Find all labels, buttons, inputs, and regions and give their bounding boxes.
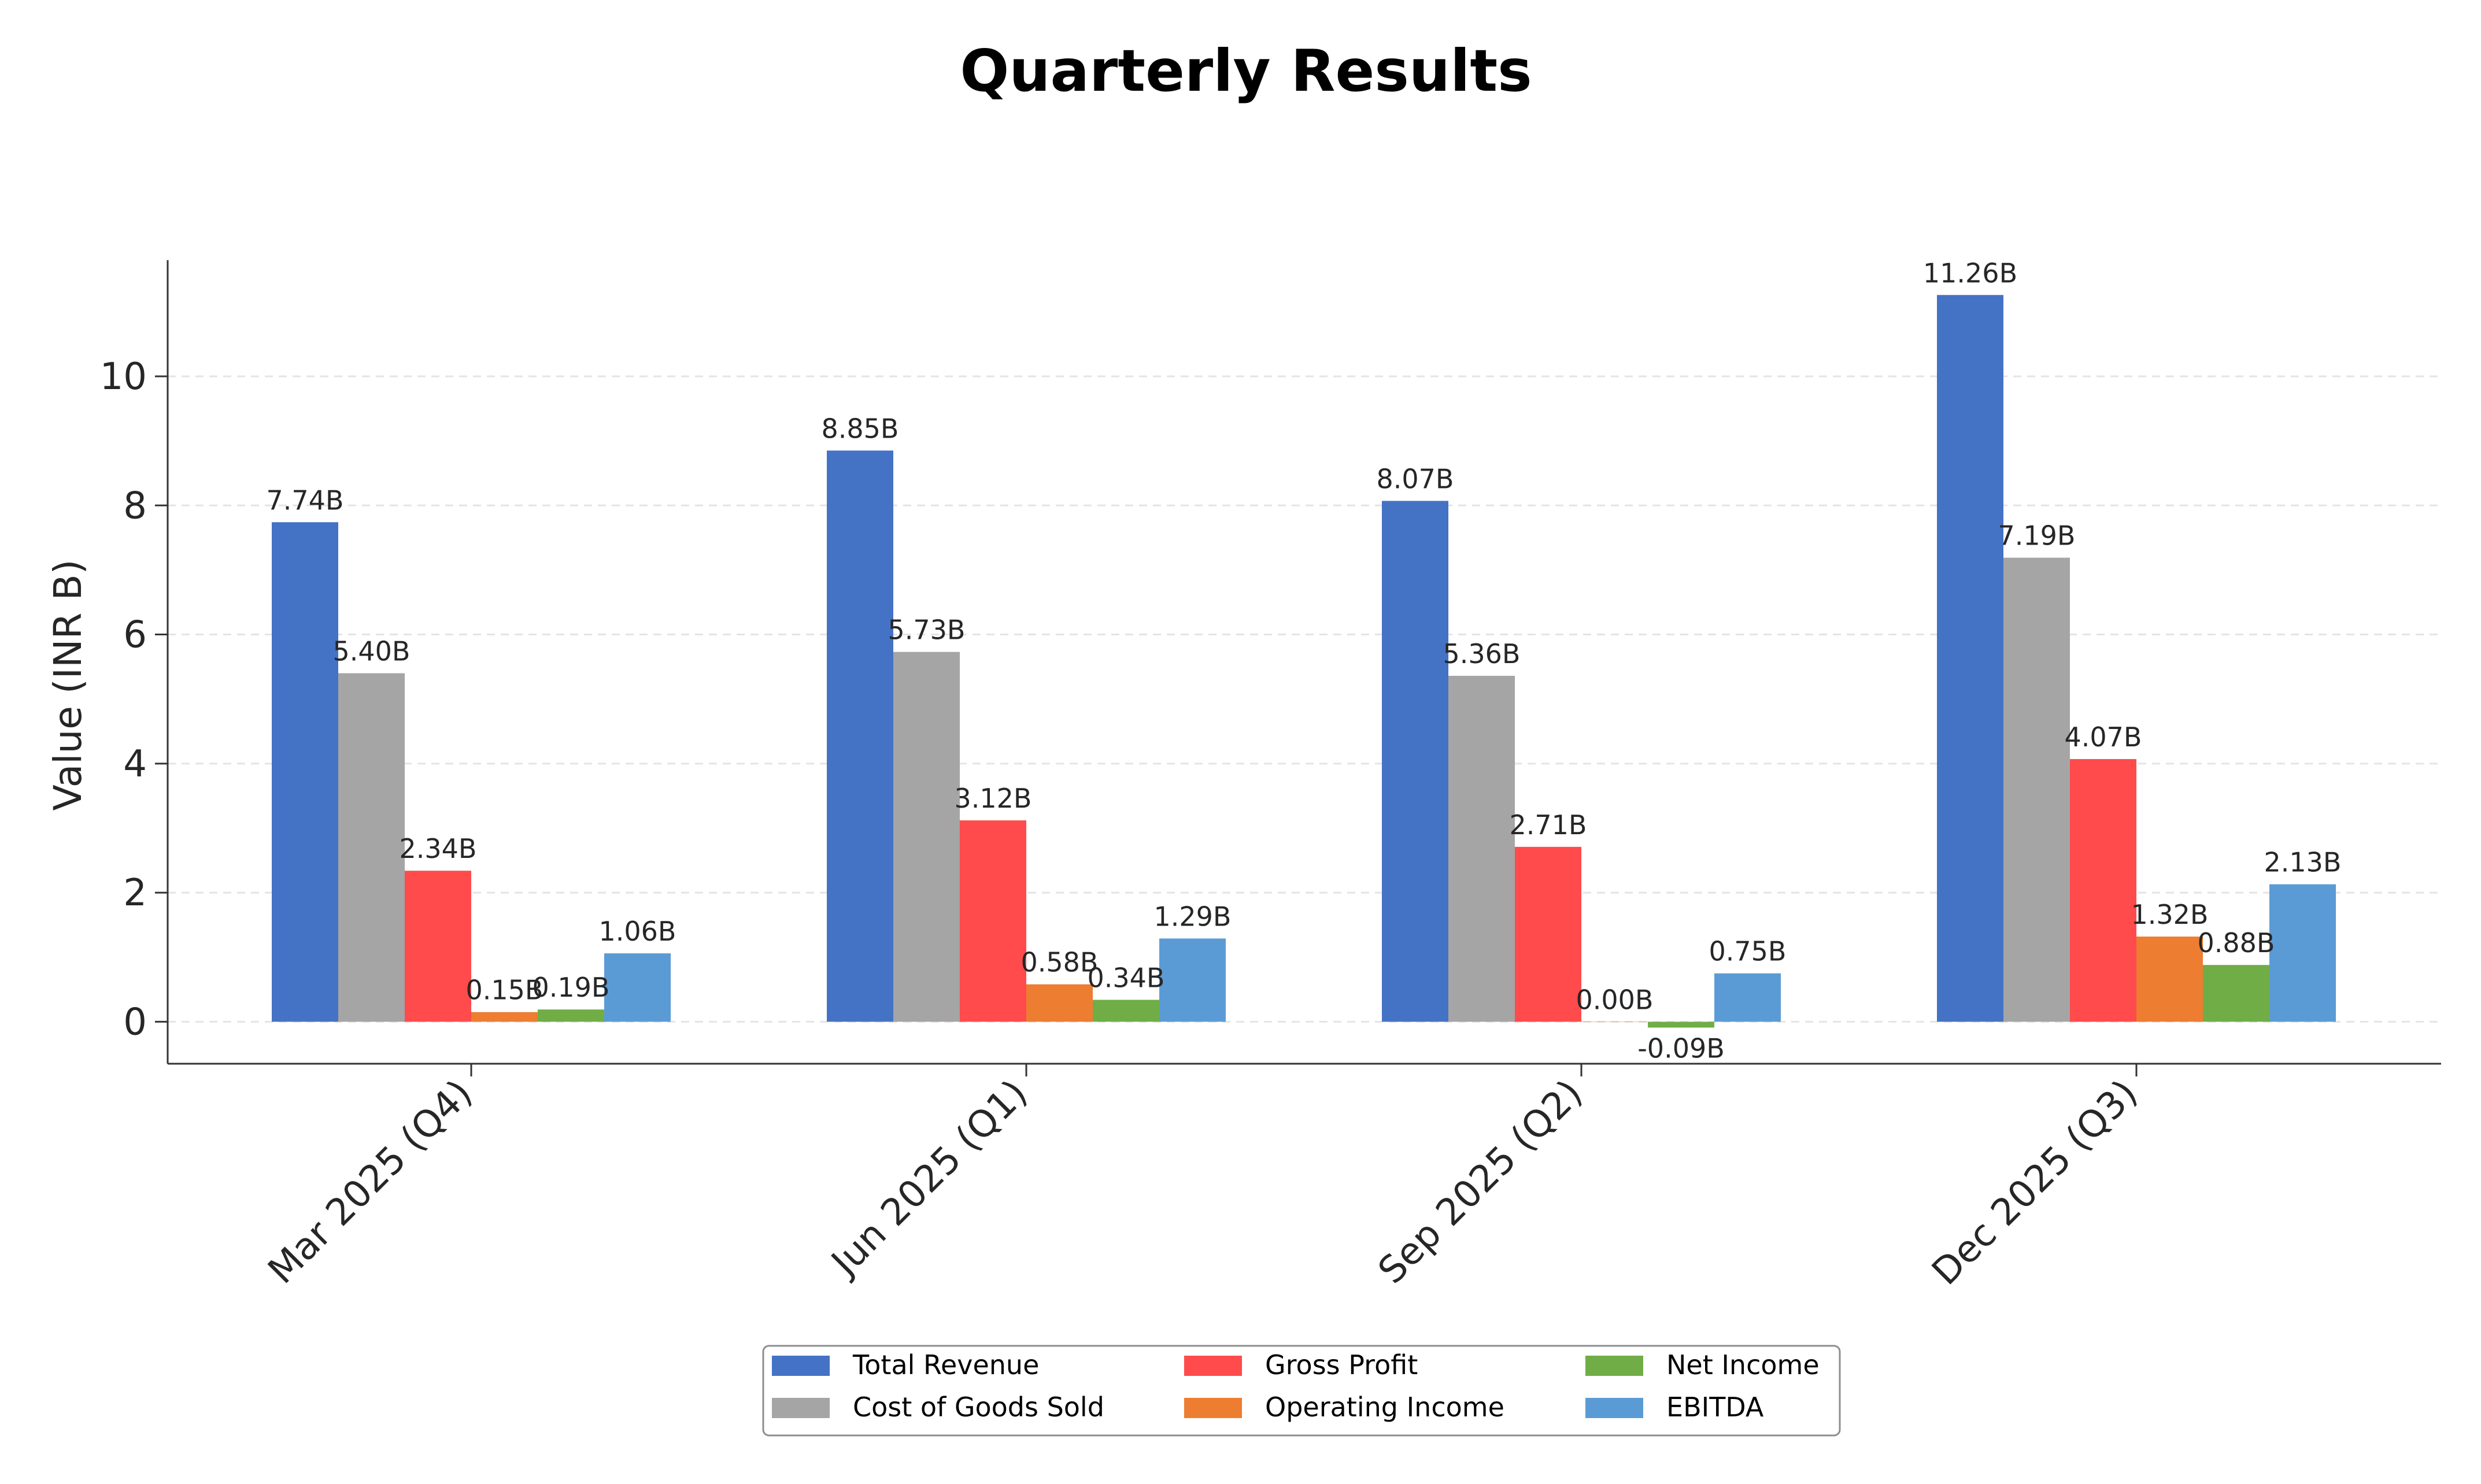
- legend-swatch: [772, 1356, 830, 1376]
- data-label: 0.15B: [466, 975, 543, 1006]
- data-label: 7.19B: [1998, 520, 2076, 552]
- x-tick-label: Sep 2025 (Q2): [1370, 1072, 1591, 1292]
- bar: [471, 1012, 538, 1022]
- legend-label: Net Income: [1666, 1349, 1820, 1381]
- y-tick-label: 10: [100, 356, 147, 398]
- bar: [1093, 1000, 1159, 1022]
- bar: [2269, 884, 2336, 1022]
- legend: Total Revenue Cost of Goods Sold Gross Pro…: [762, 1345, 1841, 1437]
- bar: [405, 871, 471, 1022]
- bar: [2136, 937, 2203, 1022]
- bar: [1448, 676, 1515, 1022]
- bar: [827, 450, 893, 1022]
- legend-swatch: [1585, 1356, 1643, 1376]
- data-label: 8.85B: [822, 413, 899, 444]
- y-axis-label: Value (INR B): [46, 560, 90, 811]
- legend-label: Total Revenue: [852, 1349, 1039, 1381]
- data-label: 4.07B: [2065, 721, 2142, 753]
- data-label: 1.29B: [1154, 901, 1232, 932]
- data-label: 0.58B: [1021, 947, 1099, 978]
- bar: [1159, 938, 1226, 1022]
- bar: [1937, 295, 2003, 1022]
- legend-label: EBITDA: [1666, 1392, 1764, 1423]
- y-tick-label: 4: [123, 743, 147, 786]
- bar: [2003, 557, 2070, 1022]
- bar: [1382, 501, 1448, 1022]
- bar: [272, 522, 338, 1022]
- y-tick-label: 0: [123, 1001, 147, 1043]
- bar: [2070, 759, 2136, 1022]
- legend-swatch: [1184, 1398, 1242, 1418]
- x-tick-label: Mar 2025 (Q4): [260, 1072, 480, 1292]
- x-tick-label: Jun 2025 (Q1): [822, 1072, 1036, 1286]
- legend-label: Cost of Goods Sold: [853, 1392, 1104, 1423]
- legend-label: Operating Income: [1265, 1392, 1504, 1423]
- data-label: 5.73B: [888, 615, 966, 646]
- legend-swatch: [772, 1398, 830, 1418]
- bar: [893, 652, 960, 1022]
- bar: [1714, 973, 1781, 1022]
- bar: [2203, 965, 2269, 1022]
- chart-title: Quarterly Results: [960, 37, 1532, 105]
- y-tick-label: 2: [123, 872, 147, 915]
- data-label: 2.34B: [400, 833, 477, 864]
- data-label: 2.71B: [1510, 809, 1587, 841]
- data-label: 8.07B: [1377, 463, 1454, 494]
- bars: [272, 295, 2336, 1028]
- y-tick-label: 8: [123, 484, 147, 527]
- data-label: 0.88B: [2198, 927, 2275, 959]
- data-label: 0.00B: [1576, 984, 1654, 1015]
- data-label: 11.26B: [1923, 257, 2017, 288]
- data-label: 1.32B: [2131, 899, 2209, 930]
- bar: [960, 820, 1026, 1022]
- data-label: 1.06B: [599, 916, 676, 947]
- data-labels: 7.74B 8.85B 8.07B 11.26B 5.40B 5.73B 5.36B 7.19…: [267, 257, 2342, 1064]
- bar: [604, 953, 671, 1022]
- data-label: 0.34B: [1088, 962, 1165, 993]
- y-tick-label: 6: [123, 614, 147, 657]
- data-label: 0.75B: [1709, 936, 1787, 967]
- legend-label: Gross Profit: [1265, 1349, 1418, 1381]
- data-label: 7.74B: [267, 484, 344, 516]
- data-label: 5.40B: [333, 636, 411, 667]
- bar: [1026, 984, 1093, 1022]
- data-label: 2.13B: [2264, 847, 2342, 878]
- legend-swatch: [1585, 1398, 1643, 1418]
- x-tick-label: Dec 2025 (Q3): [1924, 1072, 2146, 1294]
- bar: [1515, 846, 1581, 1022]
- data-label: -0.09B: [1637, 1032, 1725, 1064]
- bar: [338, 673, 405, 1022]
- legend-swatch: [1184, 1356, 1242, 1376]
- data-label: 3.12B: [955, 783, 1032, 814]
- bar: [538, 1009, 604, 1022]
- bar: [1648, 1022, 1714, 1028]
- data-label: 5.36B: [1443, 638, 1521, 669]
- data-label: 0.19B: [533, 972, 610, 1003]
- legend-box: [762, 1345, 1841, 1437]
